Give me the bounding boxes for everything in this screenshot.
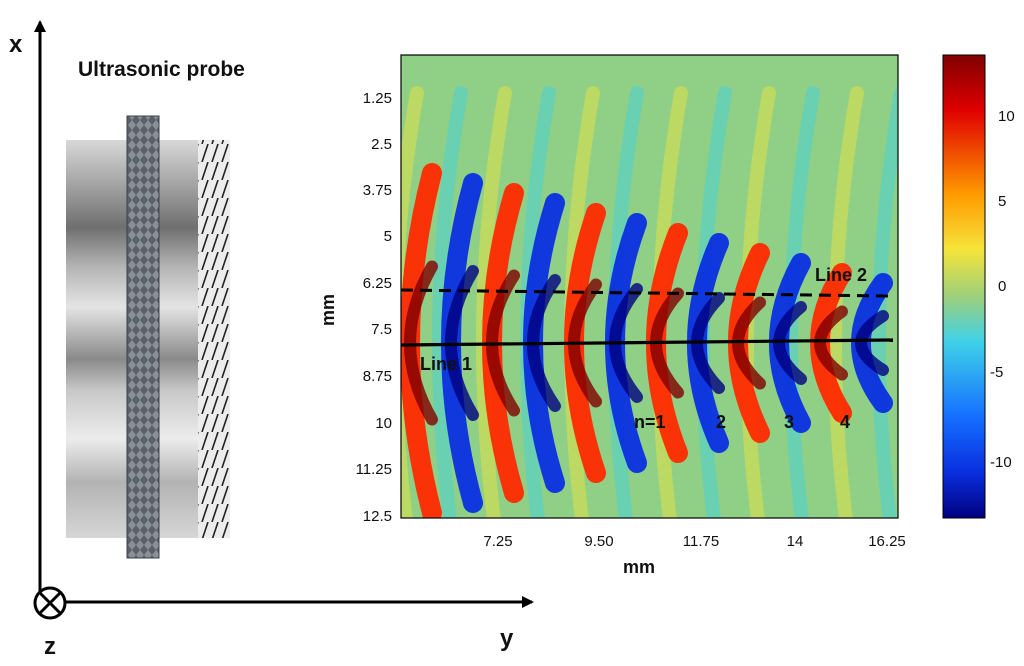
map-y-ticks: 1.25 2.5 3.75 5 6.25 7.5 8.75 10 11.25 1… [356,90,392,525]
colorbar-tick: -5 [990,364,1003,381]
z-axis-label: z [44,633,56,660]
line-2 [400,288,891,298]
map-y-axis-label: mm [318,294,338,326]
x-tick: 9.50 [584,533,613,550]
wave-front [855,310,889,376]
map-x-axis-label: mm [623,557,655,577]
x-tick: 7.25 [483,533,512,550]
y-tick: 12.5 [363,508,392,525]
wave-front [784,86,820,518]
y-tick: 3.75 [363,182,392,199]
wave-front [814,305,848,381]
wave-front [401,86,424,518]
y-tick: 5 [384,228,392,245]
line-1 [400,338,894,347]
probe-backing-layer [126,115,160,559]
colorbar-tick: 5 [998,193,1006,210]
x-axis-label: x [9,31,23,58]
wave-front [432,86,468,518]
wave-front [404,260,438,426]
colorbar-tick: 10 [998,108,1015,125]
y-tick: 6.25 [363,275,392,292]
y-tick: 2.5 [371,136,392,153]
z-axis-cross-icon [33,586,67,620]
mode-label-3: 3 [784,412,794,432]
y-tick: 1.25 [363,90,392,107]
colorbar-ticks: 10 5 0 -5 -10 [990,108,1015,471]
x-tick: 16.25 [868,533,906,550]
probe-title: Ultrasonic probe [78,58,245,81]
y-axis-label: y [500,625,514,652]
wave-front [773,301,807,385]
mode-label-4: 4 [840,412,850,432]
mode-label-2: 2 [716,412,726,432]
y-tick: 8.75 [363,368,392,385]
line-1-label: Line 1 [420,354,472,374]
mode-label-1: n=1 [634,412,666,432]
line-2-label: Line 2 [815,265,867,285]
x-tick: 11.75 [683,533,719,550]
mode-labels: n=1 2 3 4 [634,412,850,432]
probe-slanted-elements [198,140,230,538]
map-x-ticks: 7.25 9.50 11.75 14 16.25 [483,533,905,550]
x-tick: 14 [787,533,804,550]
wave-field-map [400,54,899,519]
colorbar [942,54,986,519]
y-tick: 10 [375,415,392,432]
wave-front [872,86,898,518]
colorbar-tick: 0 [998,278,1006,295]
y-tick: 7.5 [371,321,392,338]
ultrasonic-probe-illustration [66,115,230,559]
wave-front [828,86,864,518]
colorbar-tick: -10 [990,454,1012,471]
y-tick: 11.25 [356,461,392,478]
